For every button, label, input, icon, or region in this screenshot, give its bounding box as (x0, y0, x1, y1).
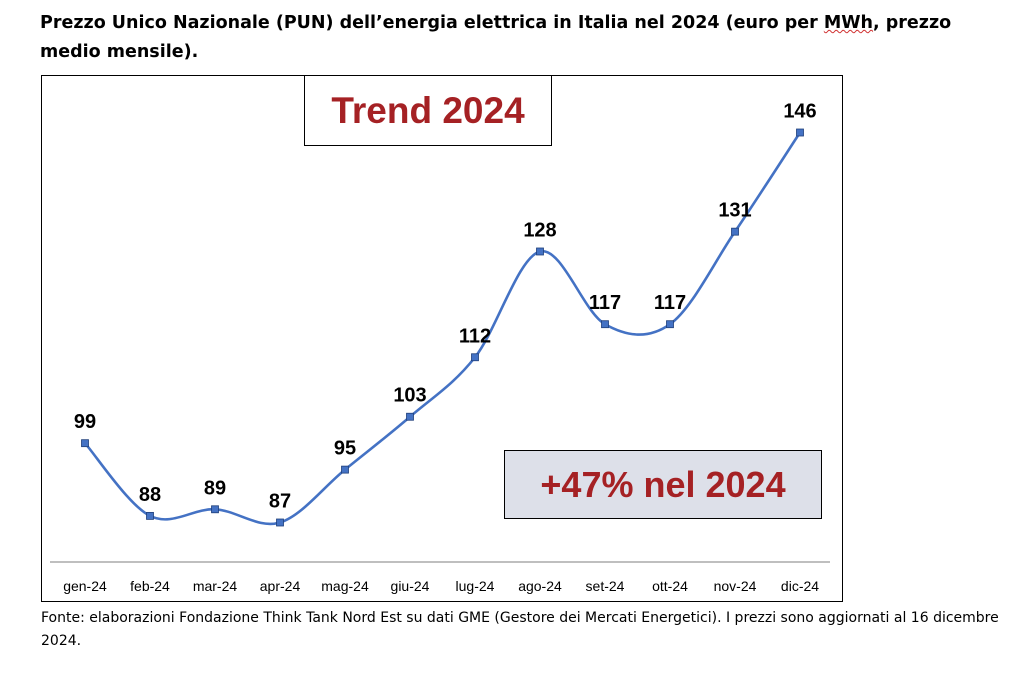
change-callout: +47% nel 2024 (504, 450, 822, 519)
data-point (601, 320, 609, 329)
source-note: Fonte: elaborazioni Fondazione Think Tan… (41, 610, 999, 649)
data-point (471, 353, 479, 362)
x-tick-label: gen-24 (63, 578, 107, 594)
x-tick-label: ago-24 (518, 578, 562, 594)
data-label: 89 (204, 477, 226, 499)
x-tick-label: mag-24 (321, 578, 369, 594)
title-unit: MWh (823, 13, 874, 33)
trend-callout-text: Trend 2024 (331, 89, 525, 131)
x-tick-label: apr-24 (260, 578, 301, 594)
data-point (796, 128, 804, 137)
change-callout-text: +47% nel 2024 (540, 463, 786, 505)
data-point (276, 518, 284, 527)
data-label: 103 (393, 385, 426, 407)
trend-callout: Trend 2024 (304, 75, 552, 146)
data-point (731, 227, 739, 236)
title-text-end: , prezzo medio mensile). (40, 13, 952, 62)
data-point (211, 505, 219, 514)
x-tick-label: nov-24 (714, 578, 757, 594)
data-label: 128 (523, 219, 556, 241)
data-point (341, 465, 349, 474)
data-label: 99 (74, 411, 96, 433)
data-label: 117 (589, 292, 621, 314)
x-tick-label: giu-24 (391, 578, 430, 594)
data-label: 88 (139, 484, 161, 506)
x-tick-label: ott-24 (652, 578, 688, 594)
data-label: 146 (783, 101, 816, 123)
x-tick-label: dic-24 (781, 578, 819, 594)
line-chart: 99 gen-24 88 feb-24 89 mar-24 87 apr-24 95 mag-24… (50, 101, 830, 594)
data-point (81, 439, 89, 448)
data-label: 87 (269, 491, 291, 513)
data-label: 95 (334, 438, 356, 460)
x-tick-label: set-24 (586, 578, 625, 594)
x-tick-label: mar-24 (193, 578, 238, 594)
title-text: Prezzo Unico Nazionale (PUN) dell’energi… (40, 13, 824, 33)
data-point (536, 247, 544, 256)
data-label: 112 (459, 325, 491, 347)
data-point (146, 511, 154, 520)
data-point (406, 412, 414, 421)
data-label: 117 (654, 292, 686, 314)
x-tick-label: lug-24 (456, 578, 495, 594)
x-tick-label: feb-24 (130, 578, 170, 594)
data-point (666, 320, 674, 329)
page-title: Prezzo Unico Nazionale (PUN) dell’energi… (40, 9, 1000, 67)
data-label: 131 (718, 200, 751, 222)
